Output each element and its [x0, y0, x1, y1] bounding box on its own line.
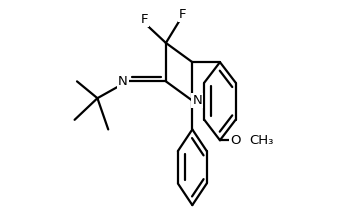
Text: N: N — [118, 75, 127, 88]
Text: F: F — [140, 13, 148, 26]
Text: N: N — [192, 94, 202, 107]
Text: CH₃: CH₃ — [249, 134, 273, 147]
Text: O: O — [230, 134, 241, 147]
Text: F: F — [179, 8, 186, 21]
